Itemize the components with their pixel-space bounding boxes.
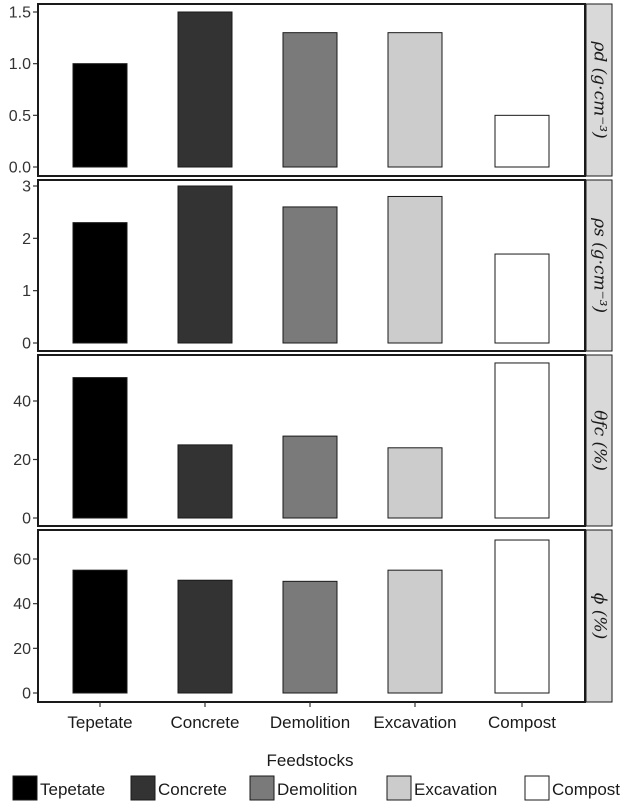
bar-tepetate <box>72 377 128 519</box>
facet-strip-label: θfc (%) <box>590 410 610 471</box>
legend-swatch <box>249 775 275 801</box>
chart-panels: 0.0 0.5 1.0 1.5 ρd (g·cm⁻³) 0 1 2 3 ρs (g·cm⁻³) 0 2… <box>9 3 613 703</box>
y-tick-label: 0 <box>22 686 31 703</box>
panel-frame <box>37 179 586 352</box>
facet-strip-label: ρd (g·cm⁻³) <box>590 40 610 138</box>
bar-compost <box>494 539 550 694</box>
y-tick-label: 2 <box>22 231 31 248</box>
legend-label: Concrete <box>158 780 227 799</box>
facet-strip <box>585 529 613 703</box>
y-tick-label: 60 <box>13 552 31 569</box>
legend-label: Compost <box>552 780 620 799</box>
legend-label: Demolition <box>277 780 357 799</box>
bar-demolition <box>282 580 338 694</box>
panel-frame <box>37 3 586 177</box>
y-tick-label: 1 <box>22 283 31 300</box>
y-tick-label: 1.0 <box>9 56 31 73</box>
facet-strip-label: ϕ (%) <box>590 593 610 639</box>
x-axis: Tepetate Concrete Demolition Excavation Comp… <box>67 702 556 732</box>
legend: Tepetate Concrete Demolition Excavation Comp… <box>12 775 620 801</box>
bar-demolition <box>282 206 338 344</box>
y-tick-label: 0.0 <box>9 160 31 177</box>
panel-frame <box>37 529 586 703</box>
legend-swatch <box>130 775 156 801</box>
bar-concrete <box>177 579 233 694</box>
bar-excavation <box>387 569 443 694</box>
legend-label: Tepetate <box>40 780 105 799</box>
y-tick-label: 3 <box>22 179 31 196</box>
bar-compost <box>494 114 550 168</box>
legend-item-excavation: Excavation <box>386 775 497 801</box>
legend-item-tepetate: Tepetate <box>12 775 105 801</box>
x-tick-label: Excavation <box>373 713 456 732</box>
legend-label: Excavation <box>414 780 497 799</box>
panel-4: 0 20 40 60 ϕ (%) <box>13 529 613 703</box>
panel-frame <box>37 354 586 527</box>
x-tick-label: Concrete <box>171 713 240 732</box>
legend-swatch <box>12 775 38 801</box>
y-tick-label: 0.5 <box>9 108 31 125</box>
facet-strip <box>585 179 613 352</box>
y-tick-label: 40 <box>13 596 31 613</box>
bar-concrete <box>177 444 233 519</box>
bar-tepetate <box>72 222 128 344</box>
facet-strip <box>585 3 613 177</box>
bar-concrete <box>177 11 233 168</box>
y-tick-label: 20 <box>13 641 31 658</box>
y-tick-label: 0 <box>22 511 31 528</box>
bar-tepetate <box>72 569 128 694</box>
x-tick-label: Demolition <box>270 713 350 732</box>
y-tick-label: 1.5 <box>9 5 31 22</box>
bar-tepetate <box>72 63 128 168</box>
panel-2: 0 1 2 3 ρs (g·cm⁻³) <box>22 179 613 353</box>
bar-compost <box>494 253 550 344</box>
bar-excavation <box>387 195 443 344</box>
legend-item-compost: Compost <box>524 775 620 801</box>
y-tick-label: 40 <box>13 394 31 411</box>
y-tick-label: 20 <box>13 452 31 469</box>
bar-demolition <box>282 32 338 168</box>
x-axis-title: Feedstocks <box>267 751 354 770</box>
bar-excavation <box>387 32 443 168</box>
panel-1: 0.0 0.5 1.0 1.5 ρd (g·cm⁻³) <box>9 3 613 177</box>
legend-item-demolition: Demolition <box>249 775 357 801</box>
legend-item-concrete: Concrete <box>130 775 227 801</box>
x-tick-label: Tepetate <box>67 713 132 732</box>
bar-compost <box>494 362 550 519</box>
facet-strip-label: ρs (g·cm⁻³) <box>590 217 610 313</box>
bar-concrete <box>177 185 233 344</box>
bar-demolition <box>282 435 338 519</box>
bar-excavation <box>387 447 443 519</box>
legend-swatch <box>524 775 550 801</box>
legend-swatch <box>386 775 412 801</box>
panel-3: 0 20 40 θfc (%) <box>13 354 613 528</box>
facet-strip <box>585 354 613 527</box>
x-tick-label: Compost <box>488 713 556 732</box>
y-tick-label: 0 <box>22 336 31 353</box>
